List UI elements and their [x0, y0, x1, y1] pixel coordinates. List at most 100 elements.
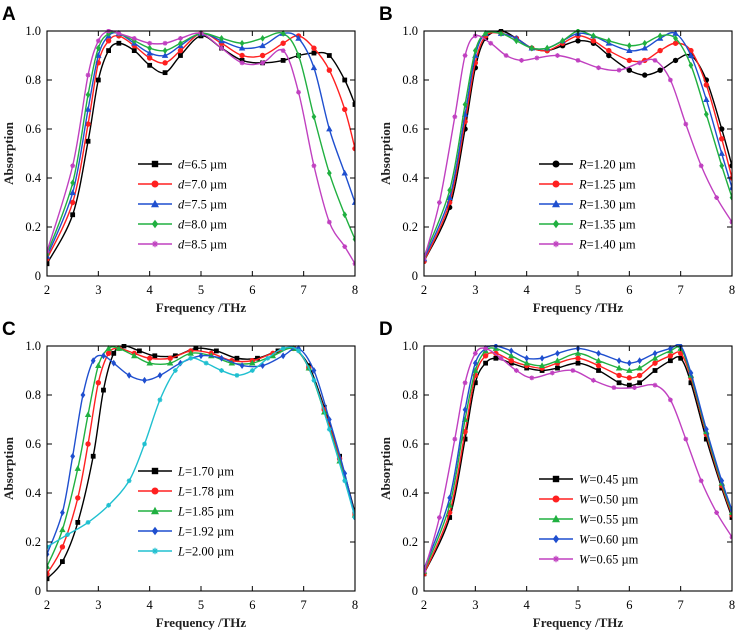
data-point-4-9: [203, 360, 209, 366]
data-point-0-12: [616, 380, 622, 386]
data-point-4-2: [452, 114, 458, 120]
data-point-0-19: [703, 436, 709, 442]
data-point-4-1: [437, 200, 442, 205]
legend-variable: R: [578, 218, 587, 232]
y-tick-label: 0.2: [402, 535, 418, 549]
y-tick-label: 1.0: [25, 24, 41, 38]
data-point-4-8: [188, 355, 194, 361]
y-tick-label: 0.4: [402, 171, 418, 185]
data-point-3-19: [352, 235, 355, 243]
data-point-3-4: [106, 30, 111, 37]
data-point-2-1: [59, 526, 66, 533]
legend-entry-0: R=1.20 µm: [578, 158, 636, 172]
y-tick-label: 0.8: [402, 388, 418, 402]
chart-svg: D 2 3 4 5 6 7 8 0 0.2 0.4 0.6 0.8 1.0 Frequency /THz Ab…: [378, 319, 735, 630]
data-point-3-11: [591, 32, 596, 40]
y-axis-title: Absorption: [1, 436, 16, 500]
data-point-4-13: [260, 60, 265, 66]
data-point-2-6: [115, 345, 123, 351]
series-line-3: [47, 347, 355, 555]
data-point-4-12: [611, 385, 617, 391]
data-point-3-6: [111, 359, 117, 367]
legend-marker-3: [552, 219, 560, 229]
x-tick-label: 3: [95, 598, 101, 612]
legend-value: =7.0 µm: [184, 178, 227, 192]
y-tick-label: 0.6: [402, 122, 418, 136]
data-point-0-3: [95, 77, 101, 83]
data-point-3-7: [147, 44, 153, 52]
legend-variable: L: [177, 525, 185, 539]
data-point-0-0: [47, 576, 50, 582]
data-point-1-11: [590, 38, 597, 44]
x-tick-label: 4: [147, 598, 154, 612]
legend-entry-2: W=0.55 µm: [579, 513, 639, 527]
legend-marker-2: [552, 514, 560, 523]
chart-svg: B 2 3 4 5 6 7 8 0 0.2 0.4 0.6 0.8 1.0 Frequency /THz Ab…: [378, 4, 735, 315]
legend-variable: d: [178, 218, 185, 232]
y-tick-label: 0.2: [25, 535, 41, 549]
y-tick-label: 0.6: [25, 122, 41, 136]
data-point-1-0: [47, 571, 50, 577]
legend-entry-1: R=1.25 µm: [578, 178, 636, 192]
legend-variable: W: [579, 513, 591, 527]
y-tick-label: 0: [35, 269, 41, 283]
data-point-2-16: [672, 30, 679, 36]
data-point-1-11: [595, 362, 602, 369]
data-point-2-2: [74, 465, 81, 471]
legend-marker-4: [151, 240, 159, 248]
data-point-3-2: [85, 91, 91, 99]
data-point-2-4: [95, 362, 102, 368]
panel-label: B: [379, 4, 393, 25]
data-point-0-9: [555, 365, 560, 371]
series-line-1: [424, 31, 732, 262]
data-point-1-13: [259, 52, 266, 59]
data-point-4-11: [591, 377, 596, 383]
y-tick-label: 0.6: [402, 437, 418, 451]
data-point-1-1: [69, 199, 76, 206]
data-point-0-1: [447, 515, 453, 520]
data-point-2-8: [146, 359, 153, 366]
data-point-4-17: [698, 163, 704, 169]
data-point-2-10: [187, 349, 194, 356]
data-point-3-17: [688, 61, 694, 69]
data-point-4-15: [668, 397, 673, 403]
data-point-0-15: [657, 67, 663, 73]
data-point-4-14: [652, 382, 658, 388]
data-point-0-1: [70, 212, 76, 218]
x-tick-label: 3: [472, 598, 478, 612]
data-point-4-15: [296, 89, 301, 95]
data-point-3-14: [637, 357, 642, 365]
x-tick-label: 5: [198, 598, 204, 612]
legend-variable: R: [578, 178, 587, 192]
legend: W=0.45 µmW=0.50 µmW=0.55 µmW=0.60 µmW=0.…: [539, 473, 639, 567]
legend-value: =1.92 µm: [185, 525, 234, 539]
data-point-3-14: [280, 30, 286, 37]
legend-value: =6.5 µm: [184, 158, 227, 172]
legend-entry-3: R=1.35 µm: [578, 218, 636, 232]
chart-svg: C 2 3 4 5 6 7 8 0 0.2 0.4 0.6 0.8 1.0 Frequency /THz Ab…: [1, 319, 358, 630]
data-point-2-13: [626, 47, 633, 53]
data-point-3-20: [729, 194, 732, 201]
x-tick-label: 2: [421, 283, 427, 297]
x-tick-label: 5: [575, 283, 581, 297]
legend-value: =0.65 µm: [589, 553, 638, 567]
data-point-3-16: [296, 345, 301, 352]
y-tick-label: 0.4: [25, 171, 41, 185]
data-point-4-12: [239, 60, 245, 66]
data-point-4-18: [714, 195, 719, 200]
data-point-2-17: [326, 125, 333, 132]
legend-marker-0: [552, 160, 560, 168]
x-tick-label: 2: [421, 598, 427, 612]
data-point-3-8: [544, 44, 550, 52]
legend-marker-1: [552, 495, 560, 503]
data-point-4-7: [514, 368, 519, 373]
data-point-0-2: [462, 436, 468, 442]
data-point-2-3: [84, 411, 92, 417]
data-point-0-16: [668, 358, 673, 364]
data-point-0-12: [239, 58, 245, 63]
data-point-3-19: [703, 425, 709, 433]
panel-label: C: [2, 319, 16, 340]
legend-variable: W: [579, 553, 591, 567]
data-point-1-16: [672, 40, 679, 46]
